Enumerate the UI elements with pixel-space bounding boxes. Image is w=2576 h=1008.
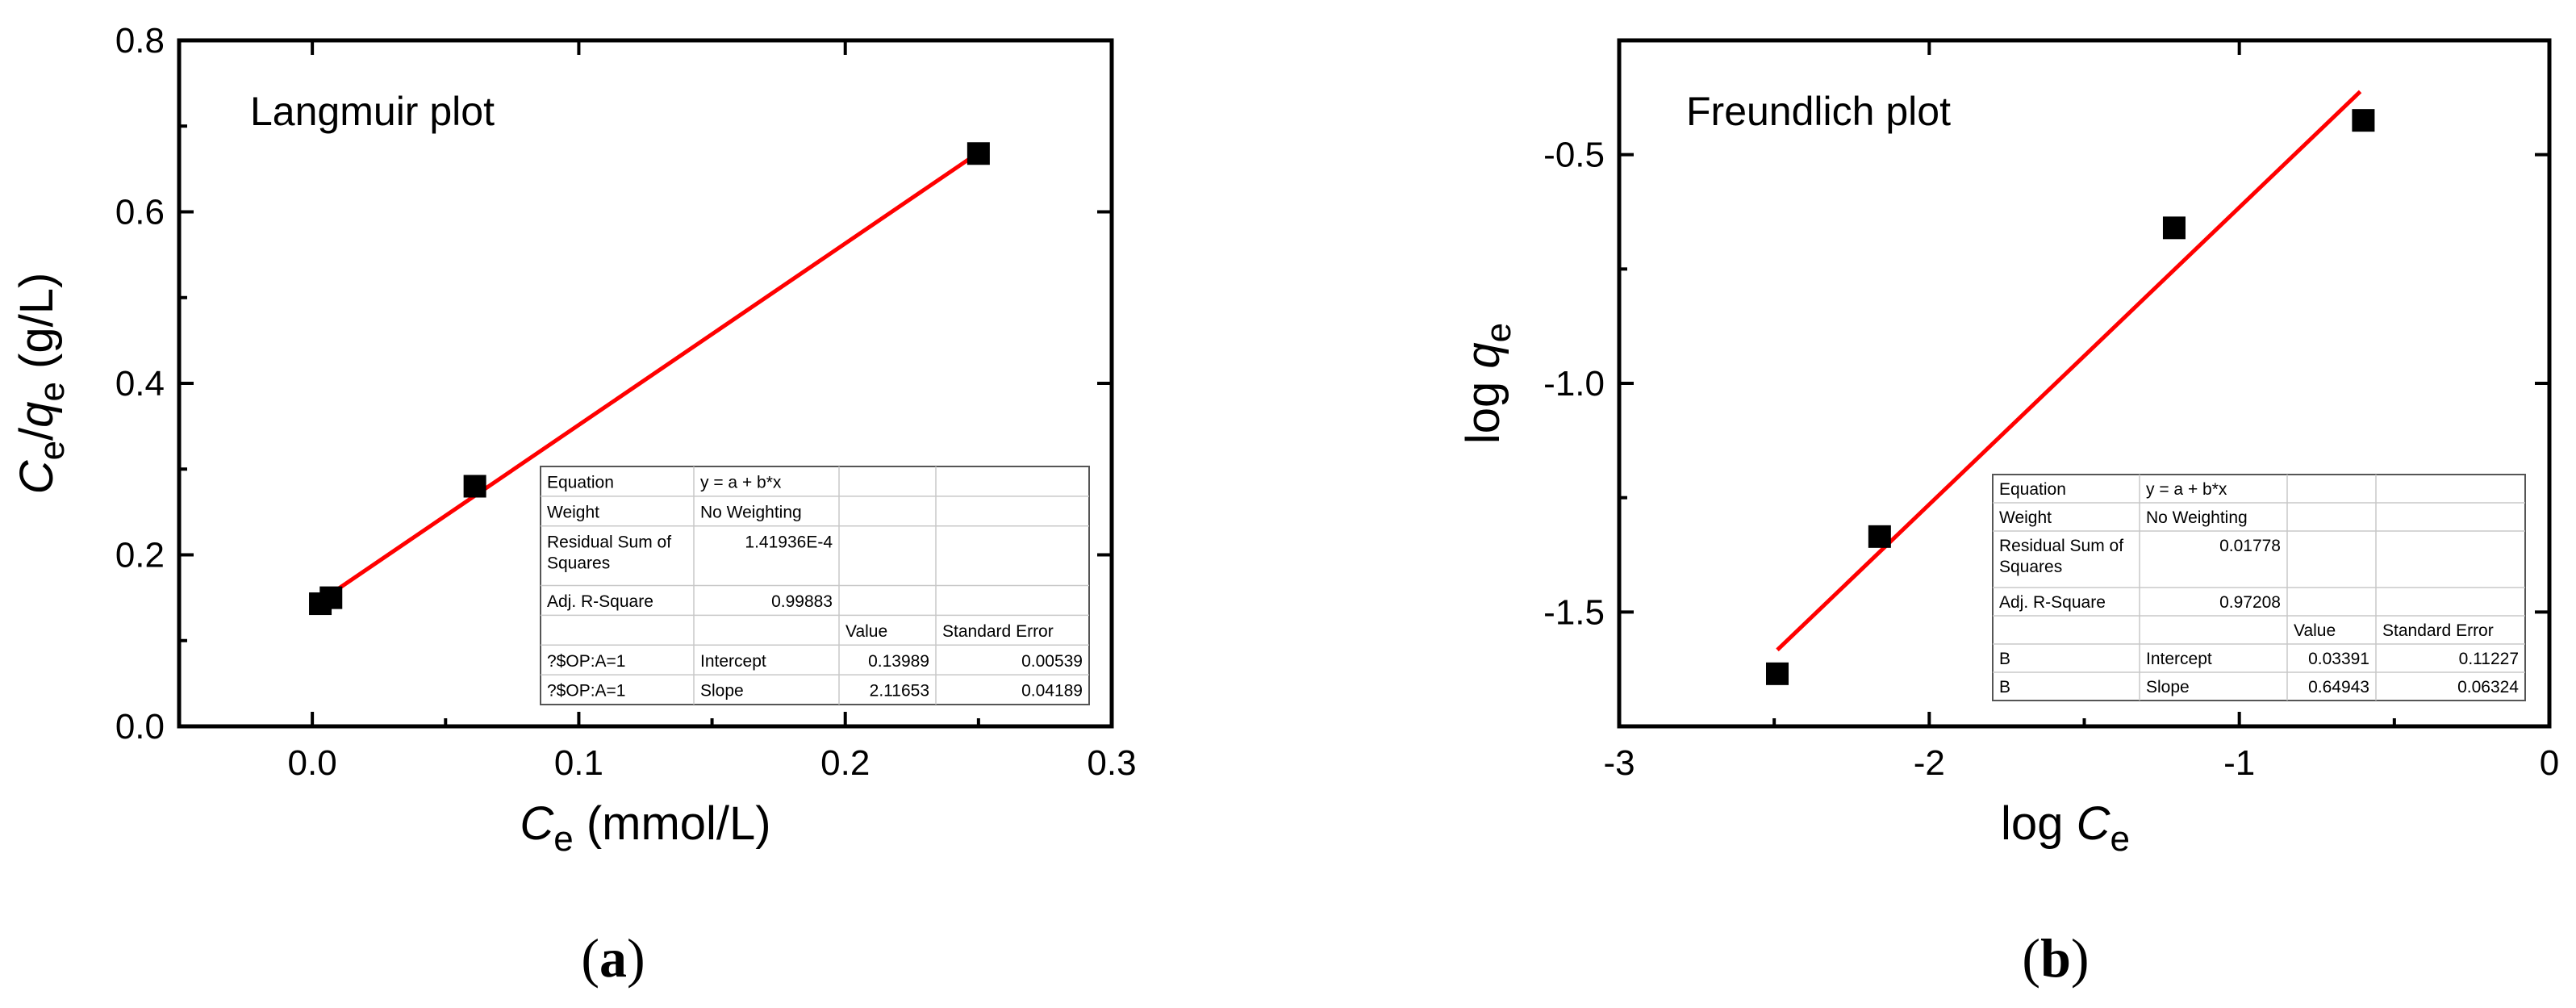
data-point	[319, 586, 343, 609]
subfigure-paren-close: )	[2071, 927, 2090, 989]
fit-line	[319, 151, 980, 603]
y-tick-label: 0.0	[115, 707, 165, 747]
x-tick-label: 0	[2540, 743, 2559, 783]
fit-table-cell: Slope	[700, 682, 744, 701]
x-tick-label: -2	[1914, 743, 1945, 783]
fit-table-cell: Standard Error	[2382, 621, 2494, 640]
fit-table-cell-line: Residual Sum of	[1999, 537, 2123, 555]
fit-table-cell: B	[1999, 650, 2010, 668]
y-axis-title: Ce/qe (g/L)	[10, 273, 72, 495]
y-axis-title-q: q	[10, 402, 63, 428]
fit-table-cell: 0.04189	[1021, 682, 1083, 701]
fit-table-cell: 0.13989	[868, 652, 929, 671]
fit-table-cell: Intercept	[700, 652, 766, 671]
fit-table-cell: Adj. R-Square	[547, 592, 653, 611]
data-point	[2352, 109, 2375, 132]
y-axis-title-pre: log	[1457, 369, 1509, 445]
fit-table-cell: 2.11653	[870, 682, 929, 701]
y-axis-title-c: C	[10, 459, 63, 494]
data-point	[463, 475, 486, 498]
y-tick-label: -1.0	[1543, 364, 1605, 404]
fit-table-cell: 1.41936E-4	[745, 533, 833, 551]
y-tick-label: 0.6	[115, 193, 165, 232]
fit-table-cell: Value	[2294, 621, 2336, 640]
x-tick-label: -1	[2223, 743, 2255, 783]
subfigure-letter: b	[2040, 927, 2071, 989]
y-axis-title-var: q	[1457, 342, 1509, 368]
fit-table-cell: No Weighting	[2146, 508, 2248, 527]
y-tick-label: 0.4	[115, 364, 165, 404]
data-point	[2162, 216, 2186, 240]
fit-table-cell: 0.06324	[2457, 678, 2519, 696]
x-axis-title-var: C	[2077, 797, 2111, 850]
x-tick-label: -3	[1603, 743, 1635, 783]
fit-table-cell: ?$OP:A=1	[547, 682, 625, 701]
fit-table: Equation y = a + b*x Weight No Weighting Res…	[540, 466, 1090, 705]
x-axis-title-pre: log	[2001, 797, 2077, 850]
x-tick-label: 0.1	[554, 743, 603, 783]
x-axis-title-sub: e	[2110, 819, 2129, 859]
fit-table-cell-line: Squares	[547, 554, 610, 572]
data-point	[1766, 662, 1789, 685]
y-axis-title-slash: /	[10, 427, 63, 441]
fit-line	[1776, 90, 2362, 652]
y-tick-label: 0.2	[115, 536, 165, 575]
y-axis-title-rest: (g/L)	[10, 273, 63, 382]
data-point	[967, 142, 990, 165]
y-axis-title: log qe	[1457, 323, 1518, 444]
x-tick-label: 0.2	[820, 743, 870, 783]
fit-table-cell: Weight	[547, 503, 599, 521]
fit-table-cell: Standard Error	[942, 622, 1054, 641]
subfigure-label: (b)	[2022, 927, 2089, 989]
x-tick-label: 0.0	[288, 743, 337, 783]
x-tick-label: 0.3	[1087, 743, 1136, 783]
fit-table-cell: ?$OP:A=1	[547, 652, 625, 671]
fit-table-cell: Residual Sum of Squares	[547, 533, 671, 572]
fit-table-cell: B	[1999, 678, 2010, 696]
subfigure-paren-open: (	[581, 927, 599, 989]
fit-table-cell: Equation	[1999, 480, 2066, 499]
y-tick-label: 0.8	[115, 21, 165, 61]
y-axis-title-c-sub: e	[32, 441, 72, 460]
fit-table: Equation y = a + b*x Weight No Weighting Res…	[1992, 474, 2526, 701]
y-tick-label: -0.5	[1543, 136, 1605, 175]
fit-table-cell: Adj. R-Square	[1999, 593, 2106, 612]
fit-table-cell: 0.00539	[1021, 652, 1083, 671]
fit-table-cell: 0.99883	[771, 592, 833, 611]
fit-table-cell: Value	[845, 622, 887, 641]
fit-table-cell: Equation	[547, 474, 614, 492]
y-axis-title-sub: e	[1479, 323, 1518, 342]
y-axis-title-q-sub: e	[32, 382, 72, 401]
subfigure-letter: a	[599, 927, 627, 989]
fit-table-cell-line: Squares	[1999, 558, 2062, 576]
fit-table-cell: y = a + b*x	[700, 474, 782, 492]
subfigure-paren-open: (	[2022, 927, 2040, 989]
fit-table-cell: Residual Sum of Squares	[1999, 537, 2123, 576]
fit-table-cell: Intercept	[2146, 650, 2212, 668]
freundlich-chart: -3 -2 -1 0 -1.5 -1.0 -0.5 Freundlich plot Equati…	[1457, 38, 2559, 989]
fit-table-cell: y = a + b*x	[2146, 480, 2227, 499]
x-axis-title-rest: (mmol/L)	[574, 797, 771, 850]
fit-table-cell: Slope	[2146, 678, 2190, 696]
inset-title: Freundlich plot	[1686, 89, 1951, 134]
x-axis-title: log Ce	[2001, 797, 2130, 859]
subfigure-paren-close: )	[627, 927, 645, 989]
x-axis-title: Ce (mmol/L)	[520, 797, 770, 859]
x-axis-title-sub: e	[553, 819, 573, 859]
fit-table-cell-line: Residual Sum of	[547, 533, 671, 551]
data-point	[1868, 525, 1891, 548]
fit-table-cell: 0.03391	[2308, 650, 2369, 668]
langmuir-chart: 0.0 0.1 0.2 0.3 0.0 0.2 0.4 0.6 0.8 Langmuir plot…	[10, 21, 1137, 989]
fit-table-cell: 0.01778	[2219, 537, 2281, 555]
x-axis-title-var: C	[520, 797, 554, 850]
fit-table-cell: 0.64943	[2308, 678, 2369, 696]
fit-table-cell: 0.97208	[2219, 593, 2281, 612]
subfigure-label: (a)	[581, 927, 645, 989]
y-tick-label: -1.5	[1543, 592, 1605, 632]
fit-table-cell: 0.11227	[2459, 650, 2519, 668]
fit-table-cell: No Weighting	[700, 503, 802, 521]
inset-title: Langmuir plot	[250, 89, 495, 134]
fit-table-cell: Weight	[1999, 508, 2052, 527]
